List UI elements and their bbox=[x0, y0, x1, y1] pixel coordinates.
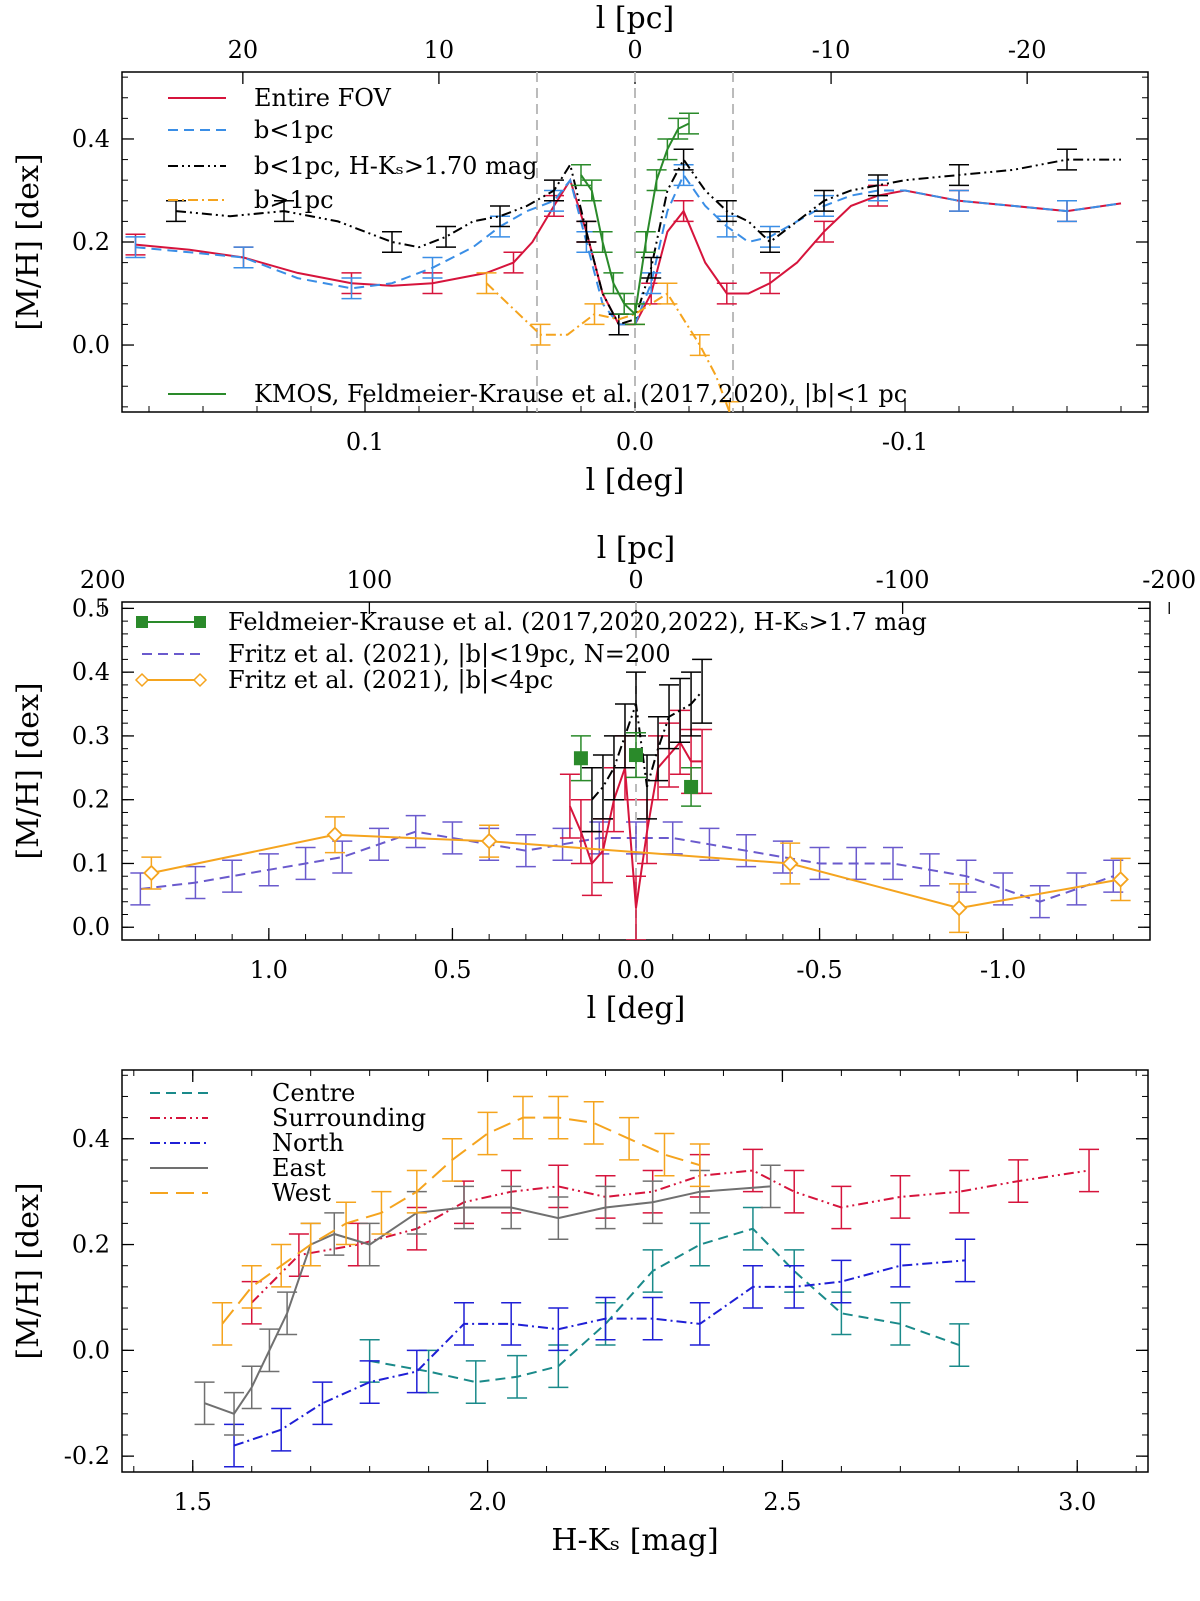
legend-label: b<1pc, H-Kₛ>1.70 mag bbox=[254, 152, 537, 180]
y-tick-label: 0.0 bbox=[72, 331, 110, 359]
x-tick-label: 0.1 bbox=[346, 428, 384, 456]
y-tick-label: 0.5 bbox=[72, 594, 110, 622]
x-axis-label: l [deg] bbox=[587, 991, 686, 1026]
legend-label: b>1pc bbox=[254, 186, 334, 214]
y-tick-label: 0.4 bbox=[72, 125, 110, 153]
x2-tick-label: -20 bbox=[1008, 36, 1047, 64]
x-axis-label: H-Kₛ [mag] bbox=[551, 1523, 718, 1558]
y-tick-label: 0.2 bbox=[72, 786, 110, 814]
series-line bbox=[204, 1185, 771, 1416]
y-tick-label: -0.2 bbox=[64, 1442, 110, 1470]
x-tick-label: 2.5 bbox=[763, 1488, 801, 1516]
legend-label: KMOS, Feldmeier-Krause et al. (2017,2020… bbox=[254, 380, 907, 409]
data-point-diamond bbox=[781, 855, 799, 872]
x-tick-label: -0.5 bbox=[796, 956, 842, 984]
x-tick-label: 2.0 bbox=[469, 1488, 507, 1516]
x-tick-label: 3.0 bbox=[1058, 1488, 1096, 1516]
legend-label: Fritz et al. (2021), |b|<19pc, N=200 bbox=[228, 640, 671, 669]
x2-tick-label: 0 bbox=[628, 566, 643, 594]
y-axis-label: [M/H] [dex] bbox=[11, 682, 46, 859]
legend-label: b<1pc bbox=[254, 116, 334, 144]
x2-tick-label: 100 bbox=[346, 566, 392, 594]
x-axis-label: l [deg] bbox=[586, 463, 685, 498]
y-axis-label: [M/H] [dex] bbox=[11, 153, 46, 330]
legend-label: Centre bbox=[272, 1079, 355, 1107]
y-tick-label: 0.2 bbox=[72, 228, 110, 256]
x-tick-label: 0.0 bbox=[616, 428, 654, 456]
data-point-diamond bbox=[143, 864, 160, 882]
data-point-diamond bbox=[1112, 871, 1129, 888]
legend-label: Surrounding bbox=[272, 1104, 426, 1132]
x-tick-label: 1.0 bbox=[250, 956, 288, 984]
data-point-square bbox=[573, 751, 588, 766]
legend-label: Fritz et al. (2021), |b|<4pc bbox=[228, 666, 553, 695]
panel-3: 1.5 2.0 2.5 3.0 -0.2 0.0 0.2 0.4 H-Kₛ [mag] [M/H]… bbox=[11, 1069, 1149, 1558]
y-tick-label: 0.0 bbox=[72, 913, 110, 941]
series-line bbox=[250, 1169, 1090, 1304]
x-tick-label: -0.1 bbox=[882, 428, 928, 456]
legend-label: North bbox=[272, 1129, 344, 1157]
legend-label: East bbox=[272, 1154, 326, 1182]
data-point-square bbox=[629, 748, 643, 763]
plot-frame bbox=[121, 1069, 1149, 1473]
x2-axis-label: l [pc] bbox=[597, 531, 676, 566]
x2-tick-label: 20 bbox=[228, 36, 259, 64]
series-line bbox=[140, 830, 1114, 903]
x-tick-label: 0.0 bbox=[617, 956, 655, 984]
panel-1: 0.1 0.0 -0.1 0.0 0.2 0.4 l [deg] [M/H] [dex] 20 1… bbox=[11, 1, 1149, 498]
series-line bbox=[151, 833, 1121, 910]
series-line bbox=[369, 1227, 960, 1384]
y-tick-label: 0.3 bbox=[72, 722, 110, 750]
y-axis-label: [M/H] [dex] bbox=[11, 1182, 46, 1359]
legend-marker bbox=[136, 616, 148, 628]
y-tick-label: 0.1 bbox=[72, 849, 110, 877]
panel-2: 1.0 0.5 0.0 -0.5 -1.0 0.0 0.1 0.2 0.3 0.4 0.5 l [de… bbox=[11, 531, 1196, 1026]
legend-marker bbox=[134, 672, 150, 688]
legend-marker bbox=[192, 672, 208, 688]
x2-tick-label: 200 bbox=[80, 566, 126, 594]
x2-tick-label: 0 bbox=[627, 36, 642, 64]
y-tick-label: 0.2 bbox=[72, 1231, 110, 1259]
x2-tick-label: -10 bbox=[812, 36, 851, 64]
series-line bbox=[175, 157, 1121, 326]
x-tick-label: 0.5 bbox=[433, 956, 471, 984]
x-tick-label: -1.0 bbox=[980, 956, 1026, 984]
legend-label: Feldmeier-Krause et al. (2017,2020,2022)… bbox=[228, 608, 927, 636]
series-line bbox=[233, 1259, 966, 1447]
x2-axis-label: l [pc] bbox=[596, 1, 675, 36]
data-point-diamond bbox=[480, 832, 498, 850]
x2-tick-label: -100 bbox=[876, 566, 930, 594]
data-point-diamond bbox=[950, 899, 968, 917]
data-point-diamond bbox=[326, 826, 344, 844]
legend-label: West bbox=[272, 1179, 331, 1207]
y-tick-label: 0.4 bbox=[72, 658, 110, 686]
x2-tick-label: 10 bbox=[424, 36, 455, 64]
legend-label: Entire FOV bbox=[254, 84, 392, 112]
y-tick-label: 0.0 bbox=[72, 1336, 110, 1364]
y-tick-label: 0.4 bbox=[72, 1125, 110, 1153]
x-tick-label: 1.5 bbox=[174, 1488, 212, 1516]
data-point-square bbox=[684, 779, 699, 794]
x2-tick-label: -200 bbox=[1142, 566, 1196, 594]
legend-marker bbox=[194, 616, 206, 628]
